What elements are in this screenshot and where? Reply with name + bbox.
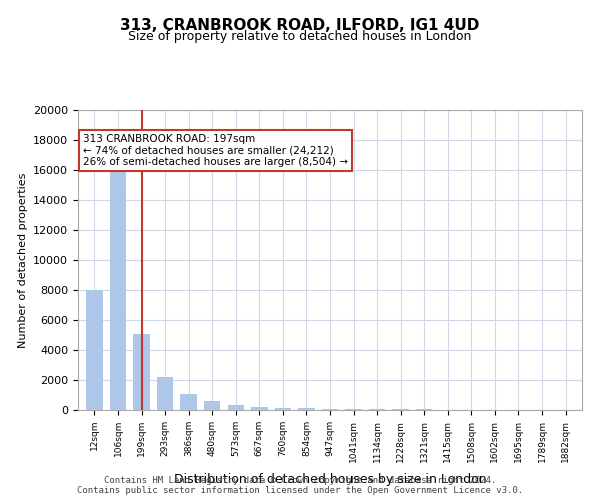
X-axis label: Distribution of detached houses by size in London: Distribution of detached houses by size … [173,473,487,486]
Bar [133,334,150,410]
Bar [346,409,362,410]
Text: Size of property relative to detached houses in London: Size of property relative to detached ho… [128,30,472,43]
Bar [157,377,173,410]
Text: 313 CRANBROOK ROAD: 197sqm
← 74% of detached houses are smaller (24,212)
26% of : 313 CRANBROOK ROAD: 197sqm ← 74% of deta… [83,134,348,167]
Bar [251,407,268,410]
Y-axis label: Number of detached properties: Number of detached properties [17,172,28,348]
Text: Contains HM Land Registry data © Crown copyright and database right 2024.
Contai: Contains HM Land Registry data © Crown c… [77,476,523,495]
Bar [227,405,244,410]
Bar [86,290,103,410]
Bar [110,167,126,410]
Bar [369,409,385,410]
Bar [322,408,338,410]
Bar [298,408,314,410]
Bar [204,401,220,410]
Bar [275,408,291,410]
Bar [181,394,197,410]
Text: 313, CRANBROOK ROAD, ILFORD, IG1 4UD: 313, CRANBROOK ROAD, ILFORD, IG1 4UD [121,18,479,32]
